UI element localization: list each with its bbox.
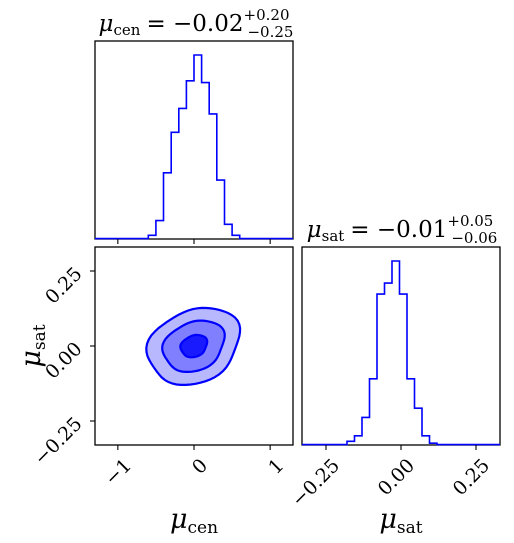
title-plus-mu-sat: +0.05 xyxy=(447,212,493,230)
title-plus-mu-cen: +0.20 xyxy=(244,6,290,24)
xlabel-symbol-mu-sat: μ xyxy=(379,504,397,535)
title-subscript-mu-cen: cen xyxy=(113,21,140,39)
ylabel-subscript-mu-sat: sat xyxy=(30,324,50,350)
hist-sat-xtick-label-1: 0.00 xyxy=(374,455,419,500)
xlabel-subscript-mu-sat: sat xyxy=(397,518,423,538)
title-minus-mu-sat: −0.06 xyxy=(451,229,497,247)
xlabel-subscript-mu-cen: cen xyxy=(188,518,219,538)
contour-xtick-label-2: 1 xyxy=(264,455,288,479)
title-subscript-mu-sat: sat xyxy=(322,227,345,245)
hist-sat-xtick-label-2: 0.25 xyxy=(449,455,494,500)
title-mu-sat: μsat = −0.01+0.05 −0.06 xyxy=(307,212,498,247)
xlabel-mu-cen: μcen xyxy=(170,504,218,538)
title-symbol-mu-cen: μ xyxy=(99,11,114,37)
title-minus-mu-cen: −0.25 xyxy=(247,23,293,41)
contour-ytick-label-2: 0.25 xyxy=(41,263,86,308)
ylabel-mu-sat: μsat xyxy=(16,324,50,367)
contour-ytick-label-0: −0.25 xyxy=(30,413,87,470)
histogram-ticks-mu-cen xyxy=(117,239,271,244)
title-symbol-mu-sat: μ xyxy=(307,217,322,243)
title-value-mu-sat: = −0.01 xyxy=(350,217,447,243)
ylabel-symbol-mu-sat: μ xyxy=(16,350,47,368)
hist-sat-xtick-label-0: −0.25 xyxy=(287,455,344,512)
histogram-frame-mu-sat xyxy=(301,246,501,446)
histogram-panel-mu-sat: −0.25 0.00 0.25 μsat = −0.01+0.05 −0.06 xyxy=(287,212,501,511)
contour-levels xyxy=(145,306,242,386)
contour-panel: −1 0 1−0.250.000.25 xyxy=(30,246,294,490)
xlabel-mu-sat: μsat xyxy=(379,504,422,538)
histogram-ticks-mu-sat: −0.25 0.00 0.25 xyxy=(287,445,494,511)
contour-inner xyxy=(179,333,209,359)
title-value-mu-cen: = −0.02 xyxy=(146,11,243,37)
contour-xtick-label-1: 0 xyxy=(188,455,212,479)
xlabel-symbol-mu-cen: μ xyxy=(170,504,188,535)
contour-ticks: −1 0 1−0.250.000.25 xyxy=(30,263,289,490)
histogram-mu-cen xyxy=(95,54,293,240)
title-mu-cen: μcen = −0.02+0.20 −0.25 xyxy=(99,6,294,41)
contour-xtick-label-0: −1 xyxy=(101,455,136,490)
histogram-panel-mu-cen: μcen = −0.02+0.20 −0.25 xyxy=(94,6,294,244)
histogram-mu-sat xyxy=(302,260,500,446)
